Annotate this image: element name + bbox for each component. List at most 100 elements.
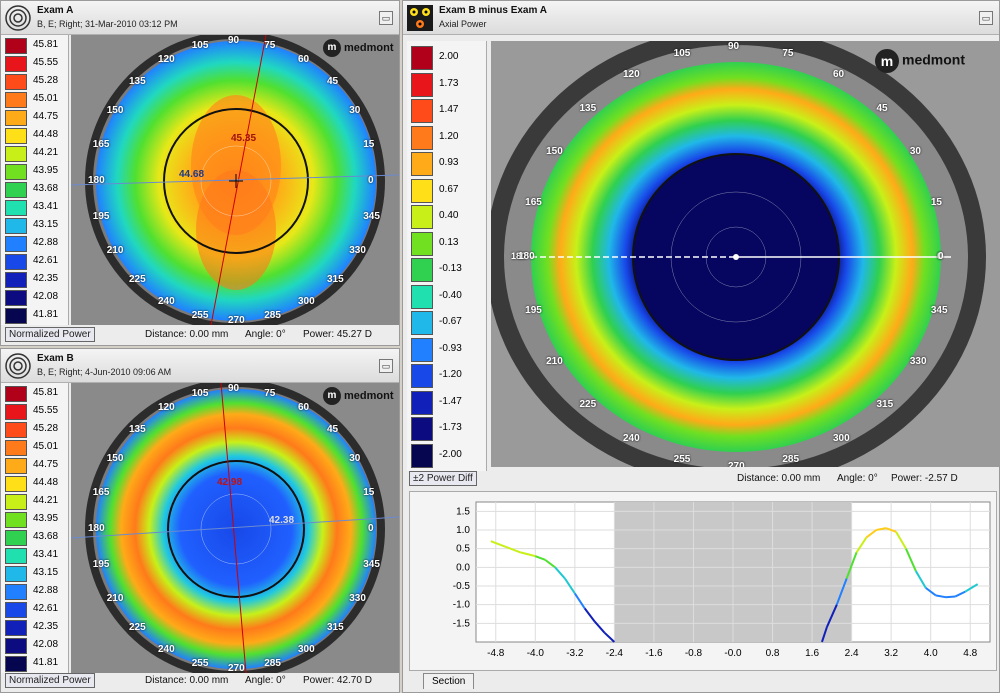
legend-swatch (411, 417, 433, 441)
angle-label: 0 (938, 251, 944, 262)
legend-row: 43.68 (1, 181, 68, 199)
angle-label: 30 (909, 146, 921, 157)
legend-row: 43.95 (1, 511, 68, 529)
legend-value: 44.75 (33, 459, 59, 470)
legend-swatch (411, 337, 433, 362)
angle-label: 255 (191, 310, 209, 322)
legend-value: 45.55 (33, 57, 59, 68)
legend-value: 43.68 (33, 183, 59, 194)
legend-row: 2.00 (407, 45, 486, 72)
angle-label: 15 (930, 196, 942, 208)
angle-label: 210 (106, 593, 124, 604)
legend-row: 45.28 (1, 73, 68, 91)
diff-mode-button[interactable]: ±2 Power Diff (409, 471, 477, 486)
legend-row: 0.13 (407, 231, 486, 258)
exam-a-map[interactable]: 45.35 44.68 m medmont 90 75 60 45 30 15 0 345 330… (71, 35, 399, 325)
legend-swatch (5, 218, 27, 234)
section-chart[interactable]: -4.8 -4.0 -3.2 -2.4 -1.6 -0.8 -0.0 0.8 1.6 2.4 3.2… (409, 491, 997, 671)
angle-label: 240 (158, 644, 175, 656)
legend-row: 42.88 (1, 583, 68, 601)
angle-label: 60 (298, 53, 310, 65)
legend-swatch (5, 494, 27, 510)
legend-row: 44.48 (1, 127, 68, 145)
exam-a-value-center: 45.35 (231, 133, 257, 144)
exam-b-map-svg (71, 383, 399, 673)
legend-row: 42.61 (1, 253, 68, 271)
legend-swatch (5, 512, 27, 528)
exam-b-map[interactable]: 42.98 42.38 m medmont 90 75 60 45 30 15 0 345 330… (71, 383, 399, 673)
legend-swatch (5, 620, 27, 636)
legend-value: 45.81 (33, 387, 59, 398)
legend-swatch (5, 272, 27, 288)
legend-swatch (5, 530, 27, 546)
legend-value: -1.20 (439, 369, 462, 380)
legend-row: -1.73 (407, 416, 486, 443)
section-line-segment (954, 590, 966, 598)
legend-row: 1.47 (407, 98, 486, 125)
legend-value: 0.93 (439, 157, 459, 168)
brand-logo: m medmont (323, 387, 394, 405)
y-tick-label: 1.0 (456, 525, 470, 536)
legend-value: -0.13 (439, 263, 462, 274)
section-tab[interactable]: Section (423, 673, 475, 689)
section-line-segment (544, 559, 556, 569)
legend-swatch (411, 390, 433, 415)
angle-label: 0 (368, 523, 374, 534)
legend-row: 41.81 (1, 307, 68, 325)
legend-row: 43.15 (1, 565, 68, 583)
angle-label: 345 (363, 211, 380, 223)
exam-a-mode-button[interactable]: Normalized Power (5, 327, 95, 342)
angle-label: 75 (782, 48, 794, 60)
legend-swatch (5, 308, 27, 324)
legend-swatch (5, 74, 27, 90)
angle-label: 30 (349, 453, 361, 464)
legend-value: -0.67 (439, 316, 462, 327)
legend-swatch (5, 638, 27, 654)
angle-label: 120 (158, 401, 175, 413)
section-line-segment (945, 595, 956, 599)
exam-b-window-button[interactable]: ▭ (379, 359, 393, 373)
legend-value: 44.75 (33, 111, 59, 122)
legend-swatch (5, 458, 27, 474)
legend-value: 2.00 (439, 51, 459, 62)
exam-a-title: Exam A (37, 5, 74, 16)
legend-swatch (411, 205, 433, 229)
angle-label: 255 (673, 453, 691, 465)
legend-row: 45.28 (1, 421, 68, 439)
angle-label: 330 (349, 245, 366, 256)
legend-value: 41.81 (33, 657, 59, 668)
legend-value: 42.88 (33, 585, 59, 596)
x-tick-label: -4.0 (527, 648, 545, 659)
diff-map[interactable]: 180 0 m medmont 90 75 60 45 30 15 0 345 330 315 300… (491, 41, 999, 467)
legend-value: 42.08 (33, 639, 59, 650)
legend-swatch (5, 128, 27, 144)
angle-label: 270 (228, 315, 245, 325)
angle-label: 285 (782, 453, 800, 465)
angle-label: 30 (349, 105, 361, 116)
legend-value: 45.01 (33, 441, 59, 452)
legend-value: 43.41 (33, 201, 59, 212)
x-tick-label: 4.8 (963, 648, 977, 659)
exam-b-mode-button[interactable]: Normalized Power (5, 673, 95, 688)
angle-label: 105 (191, 387, 209, 399)
legend-row: -0.40 (407, 284, 486, 311)
exam-a-window-button[interactable]: ▭ (379, 11, 393, 25)
legend-row: -0.13 (407, 257, 486, 284)
x-tick-label: 2.4 (845, 648, 859, 659)
section-line-segment (574, 592, 586, 609)
legend-row: 43.41 (1, 547, 68, 565)
legend-swatch (5, 110, 27, 126)
legend-row: 43.95 (1, 163, 68, 181)
legend-value: 42.35 (33, 273, 59, 284)
legend-row: 43.41 (1, 199, 68, 217)
exam-b-header: Exam B B, E; Right; 4-Jun-2010 09:06 AM … (1, 349, 399, 383)
y-tick-label: -1.5 (453, 618, 471, 629)
section-line-segment (885, 527, 897, 533)
exam-b-distance: Distance: 0.00 mm (145, 675, 229, 686)
section-line-segment (825, 604, 838, 628)
angle-label: 165 (92, 486, 110, 498)
legend-value: 42.61 (33, 255, 59, 266)
diff-window-button[interactable]: ▭ (979, 11, 993, 25)
angle-label: 270 (728, 461, 745, 467)
x-tick-label: 0.8 (766, 648, 780, 659)
